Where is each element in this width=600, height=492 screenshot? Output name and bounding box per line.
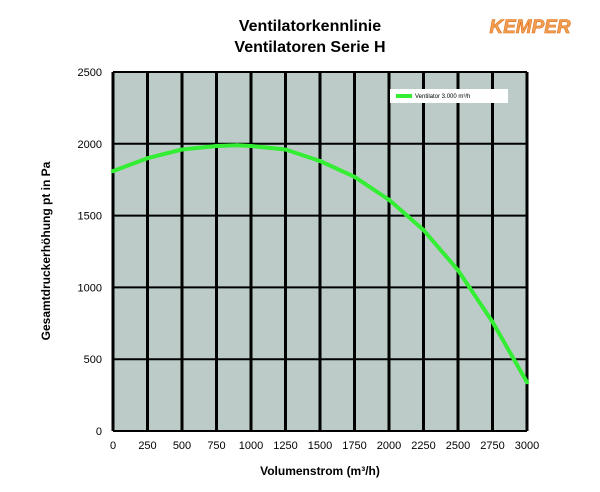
y-axis-label: Gesamtdruckerhöhung pt in Pa <box>39 161 53 340</box>
series-point <box>318 159 322 164</box>
x-tick-label: 2250 <box>411 440 435 452</box>
series-point <box>525 380 529 385</box>
legend: Ventilator 3.000 m³/h <box>390 89 508 103</box>
series-point <box>180 147 184 152</box>
x-tick-label: 1000 <box>239 440 263 452</box>
kemper-logo: KEMPER <box>489 17 571 39</box>
x-tick-label: 2500 <box>446 440 470 452</box>
y-tick-label: 500 <box>84 354 102 366</box>
chart-title-line-2: Ventilatoren Serie H <box>234 39 385 56</box>
x-tick-label: 2750 <box>480 440 504 452</box>
y-tick-label: 1500 <box>78 211 102 223</box>
series-point <box>283 147 288 152</box>
legend-box <box>390 89 508 103</box>
y-tick-label: 0 <box>96 426 102 438</box>
series-point <box>235 143 240 148</box>
grid-lines <box>111 71 529 432</box>
y-tick-label: 2000 <box>78 139 102 151</box>
x-tick-label: 1250 <box>273 440 297 452</box>
y-tick-label: 2500 <box>78 67 102 79</box>
chart-title-line-1: Ventilatorkennlinie <box>239 18 381 35</box>
series-point <box>214 143 219 148</box>
legend-label: Ventilator 3.000 m³/h <box>415 94 470 100</box>
x-tick-label: 750 <box>207 440 225 452</box>
x-tick-label: 250 <box>138 440 156 452</box>
x-axis-ticks: 0 250 500 750 1000 1250 1500 1750 2000 2250 2500 27… <box>110 440 539 452</box>
x-tick-label: 500 <box>173 440 191 452</box>
x-tick-label: 1500 <box>308 440 332 452</box>
series-point <box>490 319 495 324</box>
series-point <box>145 156 150 161</box>
series-point <box>421 227 426 232</box>
series-line-0 <box>111 143 529 385</box>
y-tick-label: 1000 <box>78 282 102 294</box>
series-point <box>387 197 391 202</box>
kemper-logo-text: KEMPER <box>489 17 571 38</box>
series-point <box>456 268 460 273</box>
x-axis-label: Volumenstrom (m³/h) <box>260 464 380 478</box>
series-layer <box>111 143 529 385</box>
series-point <box>352 174 357 179</box>
y-axis-ticks: 0 500 1000 1500 2000 2500 <box>78 67 102 438</box>
series-point <box>249 143 253 148</box>
x-tick-label: 3000 <box>515 440 539 452</box>
x-tick-label: 2000 <box>377 440 401 452</box>
x-tick-label: 0 <box>110 440 116 452</box>
series-point <box>111 169 115 174</box>
x-tick-label: 1750 <box>342 440 366 452</box>
